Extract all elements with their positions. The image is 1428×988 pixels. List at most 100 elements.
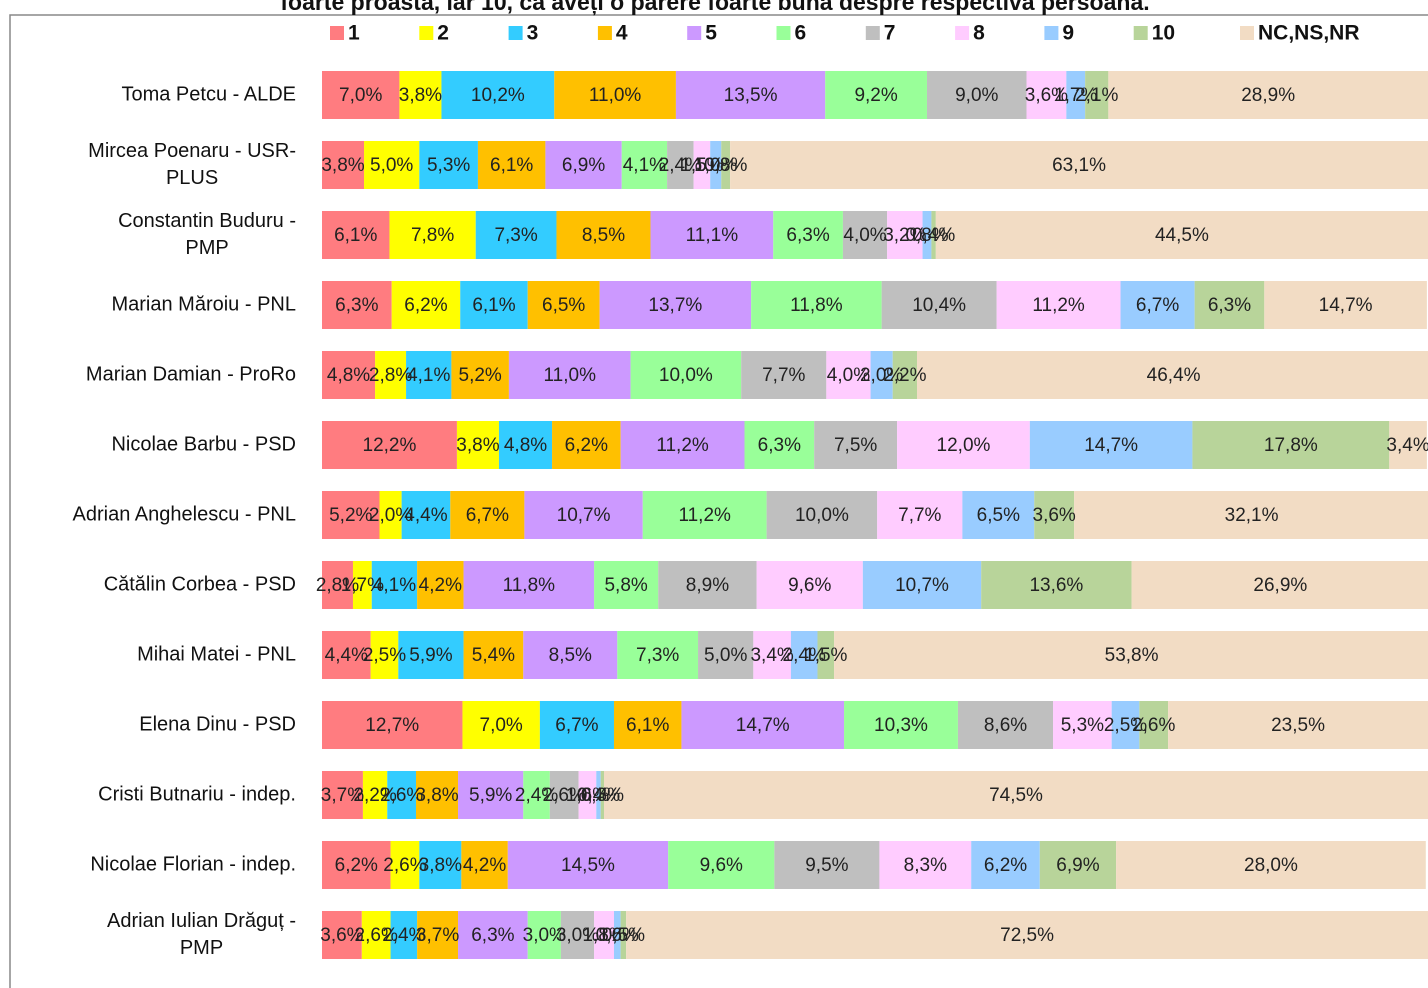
bar-segment xyxy=(322,281,392,329)
bar-segment xyxy=(862,561,982,609)
bar-segment xyxy=(389,211,476,259)
bar-segment xyxy=(962,491,1035,539)
data-label: 4,0% xyxy=(843,225,886,246)
bar-segment xyxy=(463,631,524,679)
bar-segment xyxy=(774,841,880,889)
bar-segment xyxy=(1264,281,1427,329)
category-label: Mircea Poenaru - USR- PLUS xyxy=(88,140,296,189)
data-label: 8,5% xyxy=(582,225,625,246)
data-label: 12,0% xyxy=(937,435,991,456)
category-label-box: Marian Măroiu - PNL xyxy=(6,292,296,319)
data-label: 4,1% xyxy=(373,575,416,596)
data-label: 9,6% xyxy=(700,855,743,876)
bar-segment xyxy=(1120,281,1195,329)
data-label: 53,8% xyxy=(1105,645,1159,666)
bar-segment xyxy=(917,351,1428,399)
bar-segment xyxy=(322,211,390,259)
data-label: 5,0% xyxy=(704,645,747,666)
bar-segment xyxy=(578,771,597,819)
data-label: 7,5% xyxy=(834,435,877,456)
category-label: Mihai Matei - PNL xyxy=(137,643,296,666)
bar-segment xyxy=(922,211,932,259)
data-label: 4,2% xyxy=(463,855,506,876)
data-label: 8,9% xyxy=(686,575,729,596)
data-label: 0,8% xyxy=(704,155,747,176)
category-label-box: Constantin Buduru - PMP xyxy=(6,208,296,262)
bar-segment xyxy=(931,211,936,259)
data-label: 13,6% xyxy=(1029,575,1083,596)
bar-segment xyxy=(600,771,605,819)
data-label: 2,6% xyxy=(543,785,586,806)
bar-segment xyxy=(879,841,972,889)
bar-segment xyxy=(545,141,622,189)
data-label: 2,8% xyxy=(316,575,359,596)
bar-segment xyxy=(1139,701,1169,749)
bar-segment xyxy=(667,141,694,189)
data-label: 6,3% xyxy=(471,925,514,946)
data-label: 12,7% xyxy=(365,715,419,736)
bar-segment xyxy=(825,71,927,119)
data-label: 8,6% xyxy=(984,715,1027,736)
data-label: 3,6% xyxy=(320,925,363,946)
bar-segment xyxy=(613,701,682,749)
data-label: 10,4% xyxy=(912,295,966,316)
data-label: 4,2% xyxy=(419,575,462,596)
bar-segment xyxy=(523,771,550,819)
data-label: 7,8% xyxy=(411,225,454,246)
bar-segment xyxy=(658,561,757,609)
bar-segment xyxy=(935,211,1428,259)
legend-swatch xyxy=(687,26,702,40)
bar-segment xyxy=(790,631,818,679)
data-label: 3,6% xyxy=(1025,85,1068,106)
bar-segment xyxy=(322,491,380,539)
data-label: 8,5% xyxy=(549,645,592,666)
data-label: 4,1% xyxy=(623,155,666,176)
bar-segment xyxy=(322,351,376,399)
data-label: 6,1% xyxy=(334,225,377,246)
bar-segment xyxy=(406,351,452,399)
bar-segment xyxy=(322,701,463,749)
bar-segment xyxy=(630,351,742,399)
data-label: 7,7% xyxy=(898,505,941,526)
legend-swatch xyxy=(330,26,344,40)
bar-segment xyxy=(892,351,918,399)
bar-segment xyxy=(971,841,1040,889)
data-label: 5,4% xyxy=(472,645,515,666)
category-label-box: Nicolae Barbu - PSD xyxy=(6,432,296,459)
bar-segment xyxy=(419,841,462,889)
data-label: 0,3% xyxy=(581,785,624,806)
data-label: 6,3% xyxy=(786,225,829,246)
data-label: 11,8% xyxy=(790,295,843,316)
data-label: 10,3% xyxy=(874,715,928,736)
data-label: 6,3% xyxy=(1208,295,1251,316)
data-label: 12,2% xyxy=(363,435,417,456)
legend-swatch xyxy=(955,26,970,40)
bar-segment xyxy=(1053,701,1112,749)
data-label: 5,2% xyxy=(329,505,372,526)
bar-segment xyxy=(1389,421,1427,469)
category-label: Marian Damian - ProRo xyxy=(85,363,296,386)
data-label: 3,2% xyxy=(883,225,926,246)
category-label: Constantin Buduru - PMP xyxy=(118,210,296,259)
data-label: 3,4% xyxy=(750,645,793,666)
bar-segment xyxy=(560,911,595,959)
category-label: Nicolae Barbu - PSD xyxy=(111,433,296,456)
legend-label: 2 xyxy=(437,22,449,45)
data-label: 6,2% xyxy=(335,855,378,876)
data-label: 6,5% xyxy=(977,505,1020,526)
bar-segment xyxy=(1029,421,1193,469)
bar-segment xyxy=(322,421,457,469)
legend-label: NC,NS,NR xyxy=(1258,22,1360,45)
legend-label: 1 xyxy=(348,22,360,45)
bar-segment xyxy=(460,281,528,329)
bar-segment xyxy=(650,211,774,259)
data-label: 1,7% xyxy=(341,575,384,596)
category-label: Adrian Iulian Drăguț - PMP xyxy=(107,910,296,959)
bar-segment xyxy=(675,71,826,119)
legend-swatch xyxy=(1044,26,1059,40)
bar-segment xyxy=(401,491,451,539)
data-label: 6,2% xyxy=(404,295,447,316)
bar-segment xyxy=(390,841,420,889)
bar-segment xyxy=(417,561,464,609)
